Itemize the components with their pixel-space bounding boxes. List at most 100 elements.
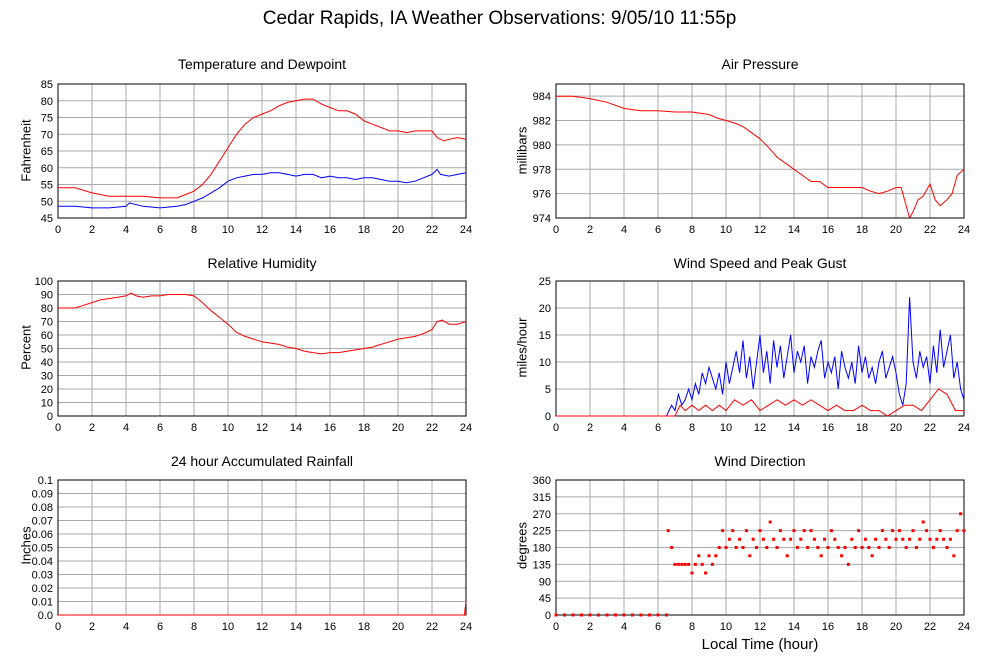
pressure-xtick-label: 16 xyxy=(822,224,834,236)
temp-xtick-label: 18 xyxy=(358,224,370,236)
direction-point xyxy=(908,537,912,541)
direction-point xyxy=(925,529,929,533)
direction-xtick-label: 22 xyxy=(924,621,936,633)
direction-point xyxy=(962,529,966,533)
humidity-xtick-label: 2 xyxy=(89,422,95,434)
panel-title-pressure: Air Pressure xyxy=(721,56,799,72)
rain-ytick-label: 0.06 xyxy=(32,529,53,541)
temp-ytick-label: 60 xyxy=(41,163,53,175)
direction-point xyxy=(748,554,752,558)
wind-ytick-label: 20 xyxy=(539,303,551,315)
rain-ytick-label: 0.04 xyxy=(32,556,53,568)
rain-xtick-label: 2 xyxy=(89,621,95,633)
wind-ytick-label: 10 xyxy=(539,357,551,369)
direction-point xyxy=(738,537,742,541)
temp-xtick-label: 24 xyxy=(460,224,472,236)
rain-xtick-label: 16 xyxy=(324,621,336,633)
temp-xtick-label: 8 xyxy=(191,224,197,236)
direction-xtick-label: 16 xyxy=(822,621,834,633)
temp-ytick-label: 70 xyxy=(41,129,53,141)
direction-point xyxy=(727,537,731,541)
direction-point xyxy=(853,546,857,549)
direction-point xyxy=(948,537,952,541)
humidity-xtick-label: 4 xyxy=(123,422,129,434)
direction-point xyxy=(714,554,718,558)
direction-point xyxy=(911,529,915,533)
direction-point xyxy=(836,546,840,549)
pressure-xtick-label: 0 xyxy=(553,224,559,236)
direction-point xyxy=(891,529,895,533)
rain-xtick-label: 22 xyxy=(426,621,438,633)
direction-point xyxy=(772,537,776,541)
direction-point xyxy=(823,537,827,541)
direction-point xyxy=(789,537,793,541)
direction-point xyxy=(683,562,687,566)
temp-series-0-line xyxy=(58,98,467,199)
direction-point xyxy=(914,546,918,549)
direction-point xyxy=(731,529,735,533)
direction-point xyxy=(710,562,714,566)
direction-point xyxy=(571,613,575,617)
rain-ytick-label: 0.05 xyxy=(32,543,53,555)
pressure-ytick-label: 982 xyxy=(533,116,551,128)
direction-xtick-label: 20 xyxy=(890,621,902,633)
direction-point xyxy=(666,529,670,533)
temp-xtick-label: 10 xyxy=(222,224,234,236)
wind-plot-frame xyxy=(555,280,965,417)
wind-xtick-label: 14 xyxy=(788,422,800,434)
pressure-xtick-label: 18 xyxy=(856,224,868,236)
temp-plot-frame xyxy=(57,83,467,219)
direction-point xyxy=(897,529,901,533)
direction-point xyxy=(819,554,823,558)
direction-point xyxy=(870,554,874,558)
rain-series-0-line xyxy=(58,601,467,616)
direction-xtick-label: 0 xyxy=(553,621,559,633)
humidity-ytick-label: 90 xyxy=(41,290,53,302)
direction-point xyxy=(782,537,786,541)
direction-xtick-label: 8 xyxy=(689,621,695,633)
pressure-ytick-label: 984 xyxy=(533,91,551,103)
wind-ytick-label: 5 xyxy=(545,384,551,396)
wind-ytick-label: 15 xyxy=(539,330,551,342)
temp-xtick-label: 20 xyxy=(392,224,404,236)
rain-ytick-label: 0.1 xyxy=(38,475,53,487)
direction-point xyxy=(554,613,558,617)
direction-point xyxy=(792,529,796,533)
wind-xtick-label: 8 xyxy=(689,422,695,434)
direction-xtick-label: 24 xyxy=(958,621,970,633)
direction-ytick-label: 90 xyxy=(539,576,551,588)
direction-xtick-label: 12 xyxy=(754,621,766,633)
wind-xtick-label: 18 xyxy=(856,422,868,434)
rain-xtick-label: 10 xyxy=(222,621,234,633)
pressure-xtick-label: 6 xyxy=(655,224,661,236)
direction-point xyxy=(850,537,854,541)
direction-xtick-label: 4 xyxy=(621,621,627,633)
direction-point xyxy=(778,529,782,533)
humidity-ytick-label: 50 xyxy=(41,344,53,356)
direction-point xyxy=(901,537,905,541)
wind-series-0-line xyxy=(556,297,965,417)
pressure-xtick-label: 4 xyxy=(621,224,627,236)
direction-point xyxy=(704,571,708,575)
direction-point xyxy=(904,546,908,549)
direction-point xyxy=(959,512,963,516)
wind-xtick-label: 24 xyxy=(958,422,970,434)
humidity-ytick-label: 100 xyxy=(35,276,53,288)
humidity-xtick-label: 22 xyxy=(426,422,438,434)
direction-xtick-label: 6 xyxy=(655,621,661,633)
direction-point xyxy=(676,562,680,566)
direction-point xyxy=(806,546,810,549)
rain-ytick-label: 0.01 xyxy=(32,597,53,609)
humidity-xtick-label: 6 xyxy=(157,422,163,434)
direction-point xyxy=(863,537,867,541)
direction-point xyxy=(952,554,956,558)
temp-ytick-label: 75 xyxy=(41,113,53,125)
rain-xtick-label: 12 xyxy=(256,621,268,633)
direction-point xyxy=(639,613,643,617)
humidity-ytick-label: 30 xyxy=(41,371,53,383)
direction-ytick-label: 360 xyxy=(533,475,551,487)
direction-point xyxy=(680,562,684,566)
direction-point xyxy=(918,537,922,541)
direction-ytick-label: 315 xyxy=(533,492,551,504)
direction-point xyxy=(622,613,626,617)
